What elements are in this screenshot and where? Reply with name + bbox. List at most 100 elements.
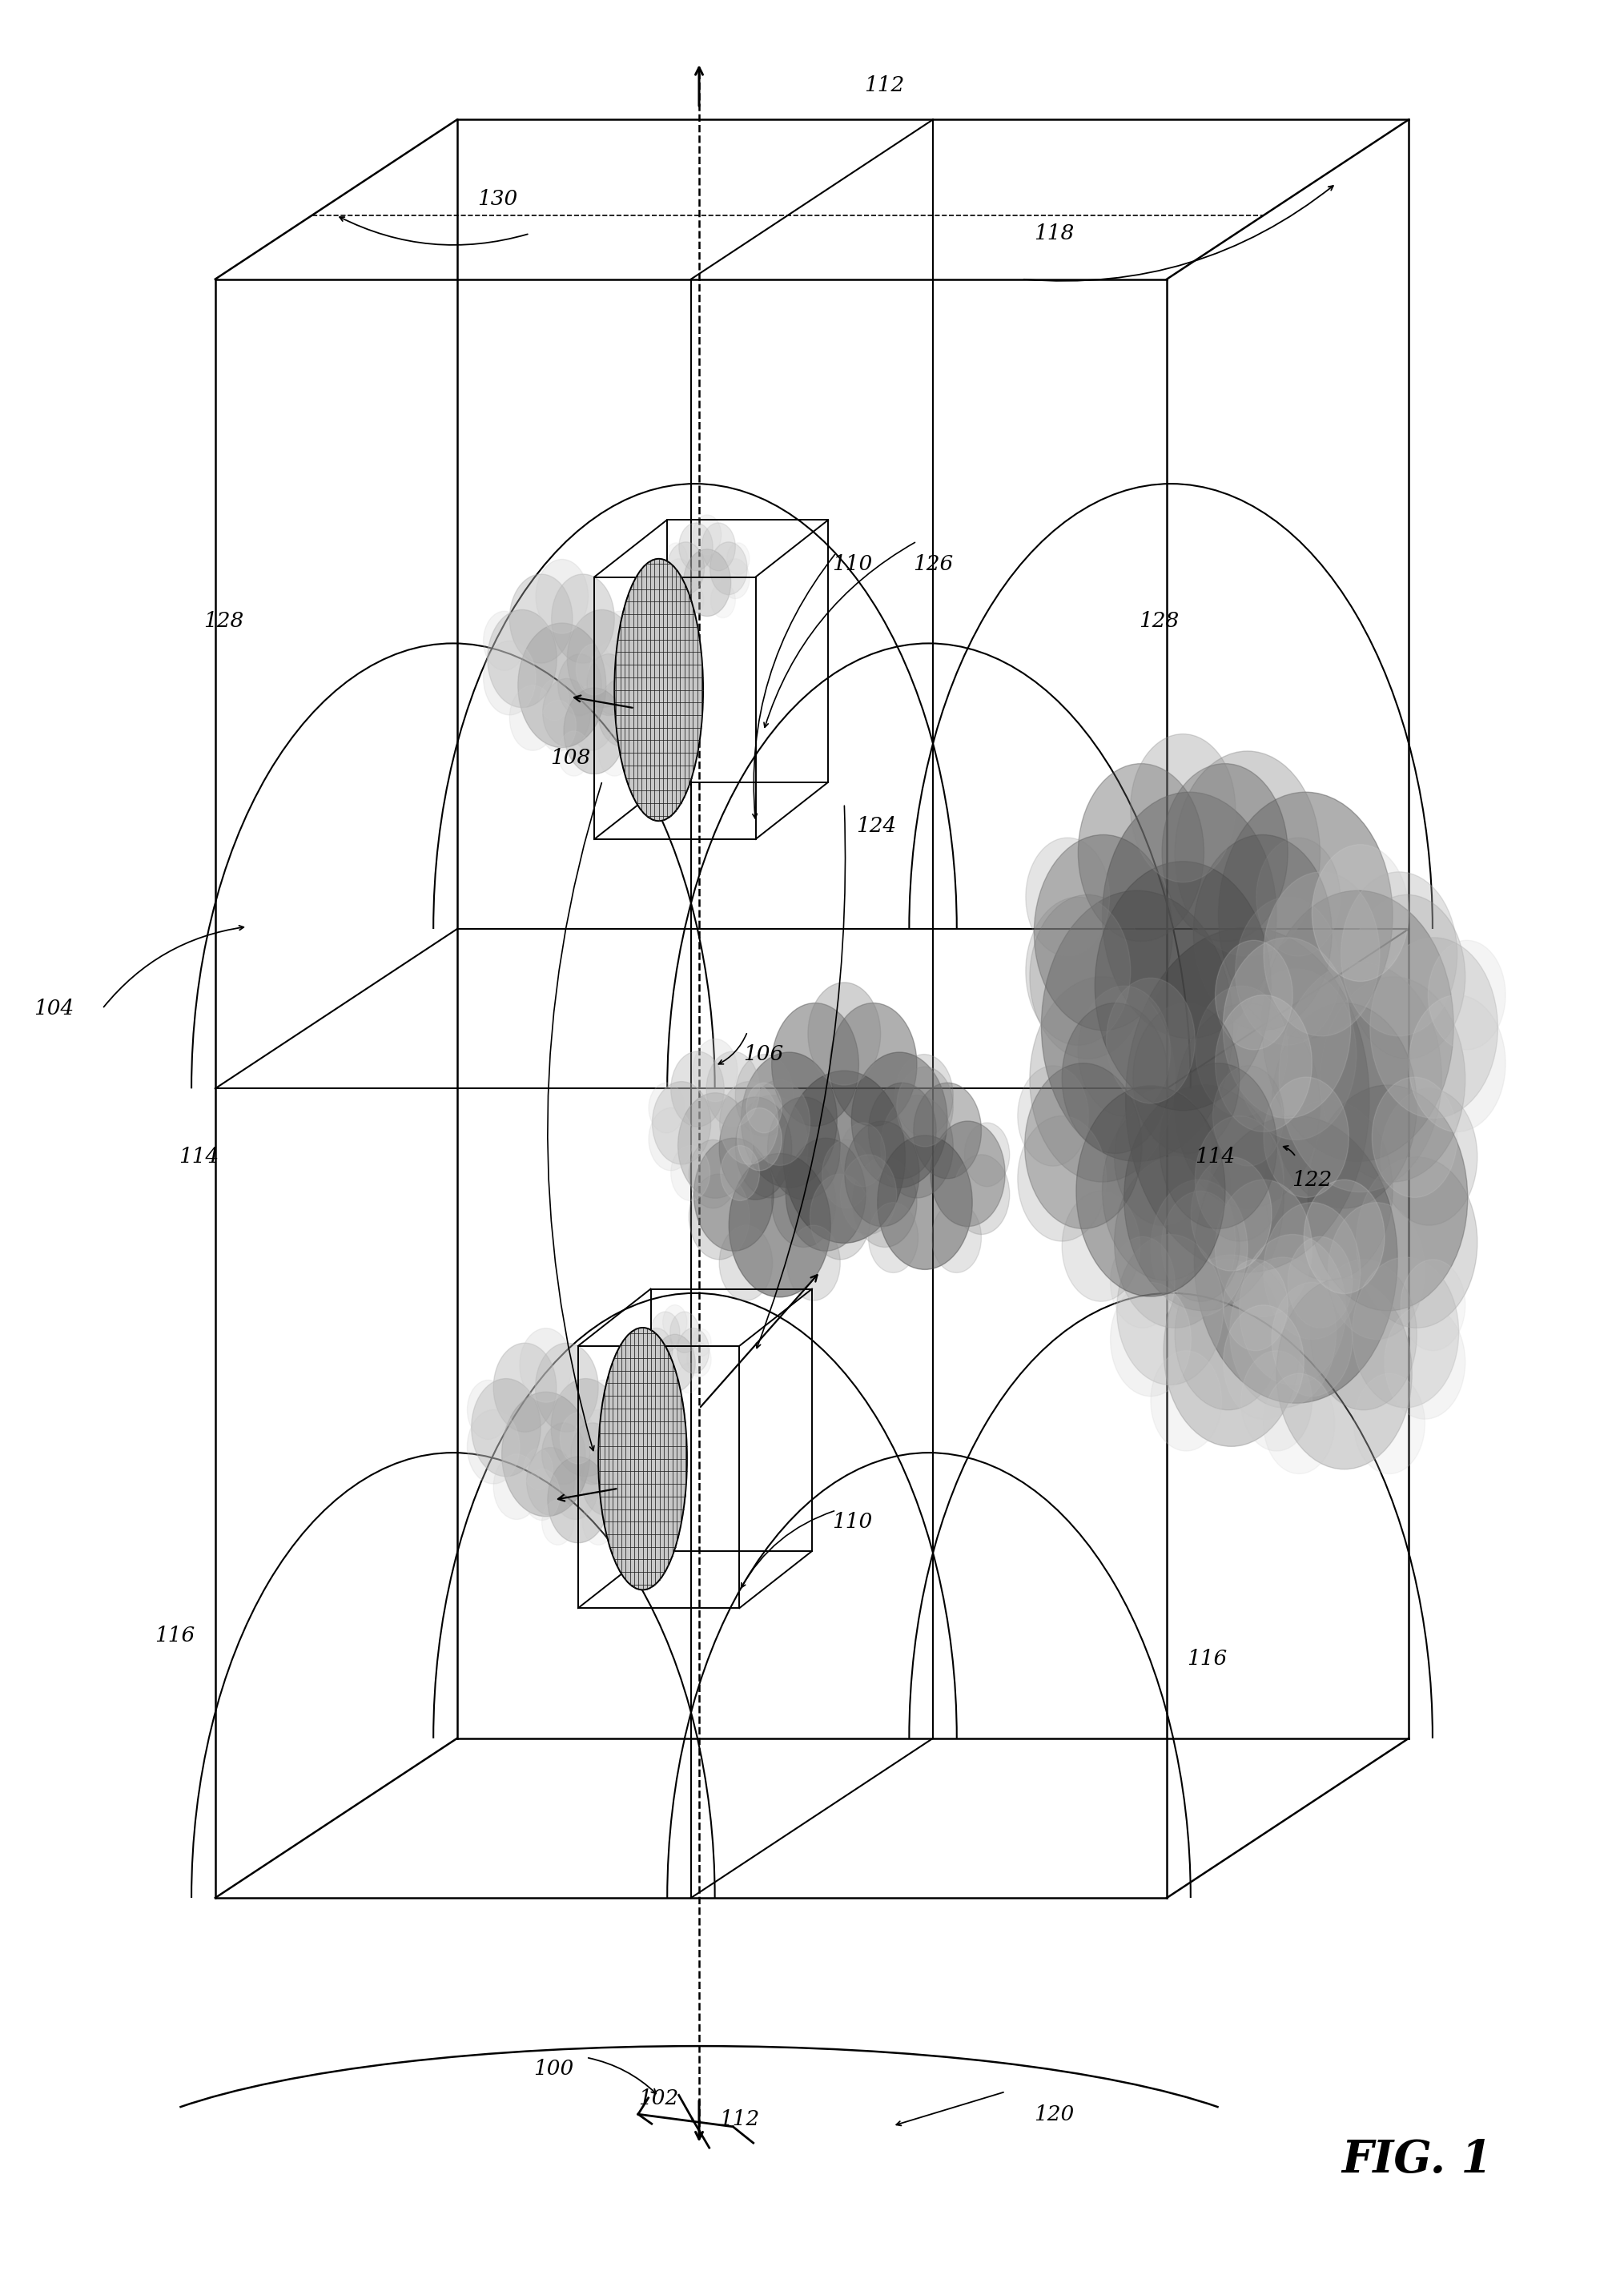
Circle shape	[1372, 1077, 1457, 1198]
Circle shape	[1213, 1065, 1283, 1166]
Circle shape	[551, 1379, 620, 1475]
Circle shape	[693, 515, 721, 554]
Circle shape	[768, 1097, 840, 1200]
Circle shape	[648, 1109, 693, 1171]
Circle shape	[536, 1343, 598, 1432]
Circle shape	[1134, 1003, 1239, 1152]
Circle shape	[560, 1414, 596, 1464]
Circle shape	[679, 522, 713, 570]
Circle shape	[1062, 1191, 1140, 1301]
Text: 106: 106	[744, 1045, 784, 1065]
Text: 116: 116	[1187, 1650, 1228, 1668]
Circle shape	[1164, 1255, 1299, 1446]
Circle shape	[677, 1329, 710, 1372]
Circle shape	[539, 680, 568, 722]
Text: 128: 128	[203, 612, 244, 630]
Circle shape	[896, 1068, 953, 1146]
Circle shape	[1190, 1157, 1272, 1272]
Text: 120: 120	[1034, 2105, 1073, 2124]
Circle shape	[809, 983, 880, 1086]
Circle shape	[1239, 1235, 1346, 1384]
Circle shape	[487, 609, 557, 708]
Circle shape	[583, 1379, 625, 1439]
Circle shape	[684, 550, 731, 616]
Circle shape	[895, 1054, 953, 1136]
Circle shape	[1262, 891, 1453, 1162]
Circle shape	[1117, 1235, 1223, 1384]
Circle shape	[640, 1329, 672, 1372]
Circle shape	[1236, 969, 1356, 1141]
Circle shape	[721, 1146, 760, 1200]
Text: 108: 108	[551, 747, 590, 767]
Circle shape	[604, 1448, 633, 1489]
Circle shape	[747, 1084, 781, 1134]
Circle shape	[1103, 793, 1276, 1038]
Circle shape	[663, 1306, 687, 1338]
Circle shape	[1151, 1352, 1221, 1450]
Circle shape	[539, 701, 577, 751]
Circle shape	[880, 1095, 953, 1198]
Circle shape	[1311, 1260, 1416, 1409]
Circle shape	[1025, 1063, 1142, 1228]
Circle shape	[1194, 834, 1332, 1031]
Circle shape	[1272, 1283, 1353, 1395]
Circle shape	[1354, 1375, 1424, 1473]
Circle shape	[728, 543, 750, 575]
Text: 100: 100	[534, 2060, 573, 2078]
Circle shape	[822, 1141, 870, 1207]
Circle shape	[651, 1363, 672, 1393]
Circle shape	[1030, 896, 1147, 1058]
Circle shape	[729, 1152, 830, 1297]
Circle shape	[1276, 1278, 1411, 1469]
Circle shape	[1341, 873, 1457, 1036]
Circle shape	[596, 1469, 633, 1521]
Circle shape	[1078, 763, 1203, 942]
Circle shape	[771, 1157, 836, 1246]
Circle shape	[851, 1052, 947, 1187]
Circle shape	[840, 1123, 885, 1187]
Circle shape	[1174, 1003, 1320, 1207]
Circle shape	[679, 582, 703, 619]
Circle shape	[1078, 985, 1171, 1116]
Circle shape	[1263, 1203, 1361, 1340]
Circle shape	[1114, 1157, 1236, 1329]
Circle shape	[869, 1084, 935, 1178]
Circle shape	[719, 1226, 773, 1301]
Circle shape	[620, 680, 648, 722]
Circle shape	[1018, 1065, 1088, 1166]
Text: 126: 126	[913, 554, 953, 575]
Circle shape	[526, 1448, 575, 1514]
Ellipse shape	[598, 1329, 687, 1590]
Circle shape	[1265, 1100, 1393, 1281]
Text: 110: 110	[831, 554, 872, 575]
Circle shape	[523, 1448, 552, 1489]
Circle shape	[598, 678, 646, 747]
Text: 118: 118	[1034, 225, 1073, 243]
Circle shape	[693, 1038, 737, 1102]
Circle shape	[1236, 898, 1340, 1045]
Circle shape	[536, 559, 588, 632]
Circle shape	[654, 1333, 695, 1391]
Circle shape	[750, 1079, 810, 1166]
Circle shape	[510, 575, 573, 662]
Text: 122: 122	[1291, 1171, 1332, 1189]
Text: 116: 116	[154, 1627, 195, 1645]
Circle shape	[667, 543, 705, 596]
Circle shape	[1111, 1237, 1174, 1329]
Circle shape	[1307, 1086, 1468, 1310]
Circle shape	[1312, 845, 1408, 981]
Circle shape	[577, 644, 612, 694]
Circle shape	[671, 1146, 710, 1200]
Circle shape	[914, 1084, 981, 1178]
Circle shape	[1161, 1191, 1239, 1301]
Circle shape	[737, 1109, 781, 1171]
Circle shape	[1194, 1116, 1398, 1402]
Circle shape	[1018, 1116, 1106, 1242]
Circle shape	[877, 1136, 973, 1269]
Circle shape	[953, 1155, 1010, 1235]
Circle shape	[719, 1097, 793, 1200]
Text: 114: 114	[179, 1148, 219, 1166]
Circle shape	[1111, 1283, 1190, 1395]
Circle shape	[1195, 1116, 1283, 1242]
Circle shape	[711, 582, 736, 619]
